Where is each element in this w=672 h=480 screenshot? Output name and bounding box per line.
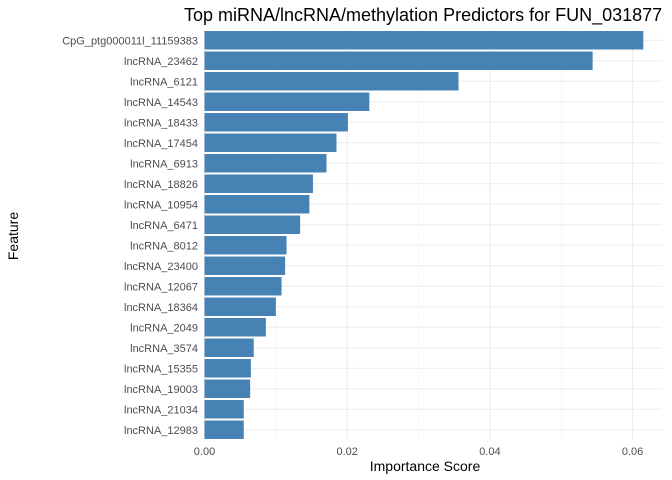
y-tick-label: lncRNA_6121 [130,76,198,88]
bar [204,400,244,419]
bar [204,338,254,357]
y-tick-label: CpG_ptg000011l_11159383 [62,35,198,47]
y-tick-label: lncRNA_2049 [130,322,198,334]
y-tick-label: lncRNA_18433 [124,117,198,129]
y-tick-label: lncRNA_21034 [124,404,198,416]
bar [204,174,313,193]
y-tick-label: lncRNA_19003 [124,384,198,396]
y-tick-label: lncRNA_17454 [124,138,198,150]
x-tick-labels: 0.00 0.02 0.04 0.06 [194,446,644,458]
y-tick-label: lncRNA_23400 [124,261,198,273]
bar [204,72,459,91]
x-tick-label: 0.06 [622,446,643,458]
y-tick-label: lncRNA_10954 [124,199,198,211]
bar [204,195,310,214]
bar [204,154,327,173]
y-tick-label: lncRNA_3574 [130,343,198,355]
x-tick-label: 0.00 [194,446,215,458]
grid-lines [204,30,662,440]
y-tick-label: lncRNA_8012 [130,240,198,252]
x-axis-title: Importance Score [370,458,481,474]
y-tick-label: lncRNA_18826 [124,179,198,191]
y-tick-label: lncRNA_12067 [124,281,198,293]
y-tick-label: lncRNA_6913 [130,158,198,170]
bar [204,113,348,132]
bar [204,379,251,398]
bar [204,318,266,337]
bar [204,420,244,439]
y-tick-label: lncRNA_15355 [124,363,198,375]
bar [204,236,287,255]
x-tick-label: 0.04 [479,446,500,458]
bar [204,359,251,378]
y-tick-label: lncRNA_14543 [124,97,198,109]
bar [204,215,301,234]
x-tick-label: 0.02 [336,446,357,458]
y-tick-label: lncRNA_12983 [124,425,198,437]
y-tick-label: lncRNA_18364 [124,302,198,314]
chart-title: Top miRNA/lncRNA/methylation Predictors … [184,5,662,26]
bar [204,277,282,296]
y-tick-label: lncRNA_23462 [124,56,198,68]
bar [204,133,337,152]
bar [204,256,286,275]
y-axis-title: Feature [5,212,21,260]
y-tick-label: lncRNA_6471 [130,220,198,232]
bars-group [204,31,644,439]
bar [204,51,593,70]
bar [204,92,370,111]
y-tick-labels: CpG_ptg000011l_11159383 lncRNA_23462 lncRN… [62,35,198,437]
bar [204,31,644,50]
bar [204,297,276,316]
